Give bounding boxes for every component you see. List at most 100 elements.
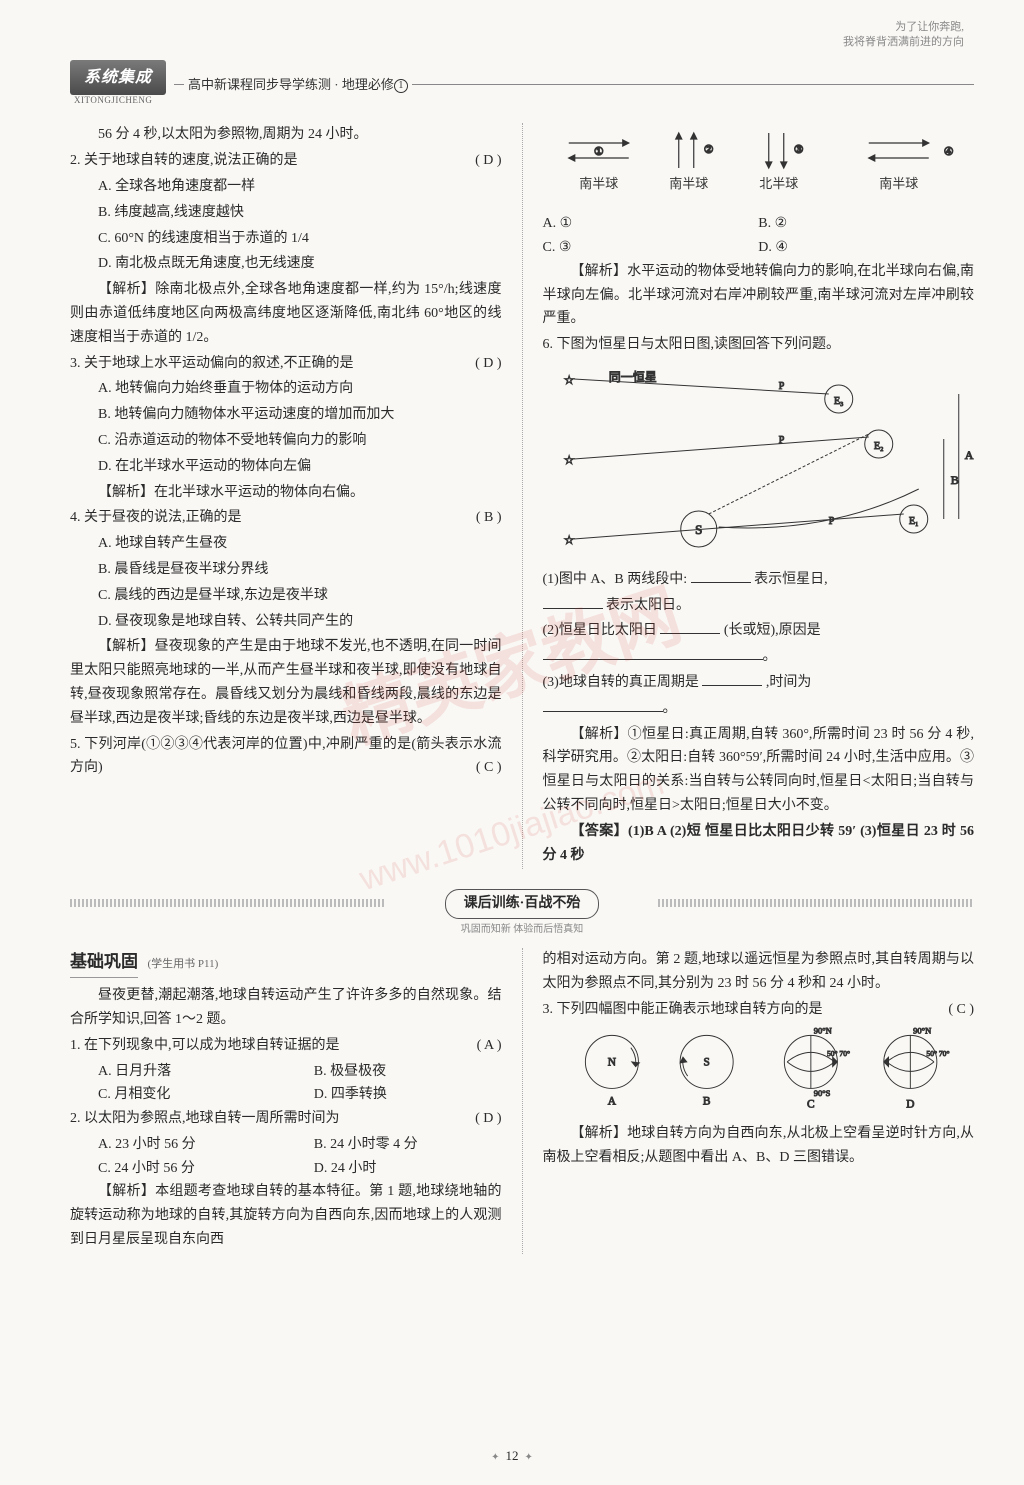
vertical-divider-2	[522, 948, 523, 1254]
q2-a: A. 全球各地角速度都一样	[70, 175, 502, 199]
river-diagram: ① ② ③ ④ 南半球 南半球 北半球 南半球	[543, 123, 975, 203]
svg-text:A: A	[607, 1095, 616, 1107]
q6-3b: 。	[543, 697, 975, 721]
q3-stem: 3. 关于地球上水平运动偏向的叙述,不正确的是( D )	[70, 352, 502, 376]
svg-text:E₂: E₂	[873, 441, 883, 452]
svg-text:②: ②	[703, 144, 713, 156]
svg-text:南半球: 南半球	[579, 176, 618, 191]
jq3-stem: 3. 下列四幅图中能正确表示地球自转方向的是( C )	[543, 998, 975, 1022]
q4-exp: 【解析】昼夜现象的产生是由于地球不发光,也不透明,在同一时间里太阳只能照亮地球的…	[70, 635, 502, 730]
q2-b: B. 纬度越高,线速度越快	[70, 201, 502, 225]
banner-sub: 巩固而知新 体验而后悟真知	[70, 921, 974, 938]
lower-right: 的相对运动方向。第 2 题,地球以遥远恒星为参照点时,其自转周期与以太阳为参照点…	[543, 948, 975, 1254]
svg-text:E₁: E₁	[908, 516, 918, 527]
svg-text:90°N: 90°N	[913, 1025, 931, 1035]
left-column: 56 分 4 秒,以太阳为参照物,周期为 24 小时。 2. 关于地球自转的速度…	[70, 123, 502, 869]
q4-b: B. 晨昏线是昼夜半球分界线	[70, 558, 502, 582]
right-column: ① ② ③ ④ 南半球 南半球 北半球 南半球 A. ① B. ②	[543, 123, 975, 869]
logo-cn: 系统集成	[70, 60, 166, 95]
svg-text:C: C	[807, 1098, 815, 1110]
page-number: 12	[485, 1445, 539, 1467]
q2-c: C. 60°N 的线速度相当于赤道的 1/4	[70, 227, 502, 251]
q6-answer: 【答案】(1)B A (2)短 恒星日比太阳日少转 59′ (3)恒星日 23 …	[543, 820, 975, 868]
lower-left: 基础巩固 (学生用书 P11) 昼夜更替,潮起潮落,地球自转运动产生了许许多多的…	[70, 948, 502, 1254]
svg-text:④: ④	[943, 146, 953, 158]
river-exp: 【解析】水平运动的物体受地转偏向力的影响,在北半球向右偏,南半球向左偏。北半球河…	[543, 260, 975, 331]
svg-text:南半球: 南半球	[669, 176, 708, 191]
svg-text:①: ①	[593, 146, 603, 158]
logo: 系统集成 XITONGJICHENG	[70, 60, 166, 108]
svg-text:P: P	[778, 381, 784, 392]
q4-c: C. 晨线的西边是昼半球,东边是夜半球	[70, 584, 502, 608]
jq3-exp: 【解析】地球自转方向为自西向东,从北极上空看呈逆时针方向,从南极上空看相反;从题…	[543, 1122, 975, 1170]
motto: 为了让你奔跑, 我将脊背洒满前进的方向	[843, 20, 964, 51]
jichu-intro: 昼夜更替,潮起潮落,地球自转运动产生了许许多多的自然现象。结合所学知识,回答 1…	[70, 984, 502, 1032]
blank	[660, 620, 720, 634]
blank	[543, 646, 763, 660]
q6-2: (2)恒星日比太阳日 (长或短),原因是	[543, 619, 975, 643]
blank	[543, 595, 603, 609]
svg-text:50° 70°: 50° 70°	[926, 1049, 949, 1058]
stellar-day-diagram: ☆ ☆ ☆ 同一恒星 S E₃ E₂ E₁ P P P B A	[543, 359, 975, 559]
q6-1b: 表示太阳日。	[543, 594, 975, 618]
q2-stem: 2. 关于地球自转的速度,说法正确的是( D )	[70, 149, 502, 173]
svg-text:☆: ☆	[563, 373, 574, 387]
q3-exp: 【解析】在北半球水平运动的物体向右偏。	[70, 481, 502, 505]
svg-text:北半球: 北半球	[759, 176, 798, 191]
q3-d: D. 在北半球水平运动的物体向左偏	[70, 455, 502, 479]
q6-3: (3)地球自转的真正周期是 ,时间为	[543, 671, 975, 695]
svg-text:南半球: 南半球	[879, 176, 918, 191]
q6-stem: 6. 下图为恒星日与太阳日图,读图回答下列问题。	[543, 333, 975, 357]
svg-text:50° 70°: 50° 70°	[826, 1049, 849, 1058]
q4-a: A. 地球自转产生昼夜	[70, 532, 502, 556]
svg-text:90°N: 90°N	[813, 1025, 831, 1035]
svg-text:S: S	[703, 1056, 709, 1068]
q3-b: B. 地转偏向力随物体水平运动速度的增加而加大	[70, 403, 502, 427]
section-banner: 课后训练·百战不殆 巩固而知新 体验而后悟真知	[70, 889, 974, 938]
jq12-exp: 【解析】本组题考查地球自转的基本特征。第 1 题,地球绕地轴的旋转运动称为地球的…	[70, 1180, 502, 1251]
header: 系统集成 XITONGJICHENG 高中新课程同步导学练测 · 地理必修1	[70, 60, 974, 108]
svg-text:P: P	[778, 435, 784, 446]
q6-1: (1)图中 A、B 两线段中: 表示恒星日,	[543, 568, 975, 592]
blank	[702, 672, 762, 686]
blank	[691, 569, 751, 583]
q3-c: C. 沿赤道运动的物体不受地转偏向力的影响	[70, 429, 502, 453]
blank	[543, 698, 663, 712]
globe-diagram: N A S B 90°N 90°S 50° 70° C	[543, 1024, 975, 1114]
motto-line2: 我将脊背洒满前进的方向	[843, 35, 964, 50]
q3-a: A. 地转偏向力始终垂直于物体的运动方向	[70, 377, 502, 401]
vertical-divider	[522, 123, 523, 869]
jq1-row1: A. 日月升落 B. 极昼极夜	[70, 1060, 502, 1084]
jichu-cont: 的相对运动方向。第 2 题,地球以遥远恒星为参照点时,其自转周期与以太阳为参照点…	[543, 948, 975, 996]
header-line: 高中新课程同步导学练测 · 地理必修1	[174, 84, 974, 85]
river-opts-1: A. ① B. ②	[543, 212, 975, 236]
header-title: 高中新课程同步导学练测 · 地理必修1	[184, 74, 412, 96]
line-prev: 56 分 4 秒,以太阳为参照物,周期为 24 小时。	[70, 123, 502, 147]
logo-py: XITONGJICHENG	[74, 93, 166, 108]
jq2-row2: C. 24 小时 56 分 D. 24 小时	[70, 1157, 502, 1181]
river-opts-2: C. ③ D. ④	[543, 236, 975, 260]
q2-d: D. 南北极点既无角速度,也无线速度	[70, 252, 502, 276]
svg-text:N: N	[607, 1056, 615, 1068]
svg-text:E₃: E₃	[833, 396, 843, 407]
svg-text:B: B	[702, 1095, 710, 1107]
q4-d: D. 昼夜现象是地球自转、公转共同产生的	[70, 610, 502, 634]
svg-text:③: ③	[793, 144, 803, 156]
svg-text:☆: ☆	[563, 533, 574, 547]
q4-stem: 4. 关于昼夜的说法,正确的是( B )	[70, 506, 502, 530]
svg-text:B: B	[950, 473, 958, 487]
jq2-row1: A. 23 小时 56 分 B. 24 小时零 4 分	[70, 1133, 502, 1157]
motto-line1: 为了让你奔跑,	[843, 20, 964, 35]
jichu-heading: 基础巩固 (学生用书 P11)	[70, 948, 502, 984]
svg-text:D: D	[906, 1098, 914, 1110]
jq2-stem: 2. 以太阳为参照点,地球自转一周所需时间为( D )	[70, 1107, 502, 1131]
svg-text:☆: ☆	[563, 453, 574, 467]
q2-exp: 【解析】除南北极点外,全球各地角速度都一样,约为 15°/h;线速度则由赤道低纬…	[70, 278, 502, 349]
jq1-stem: 1. 在下列现象中,可以成为地球自转证据的是( A )	[70, 1034, 502, 1058]
jq1-row2: C. 月相变化 D. 四季转换	[70, 1083, 502, 1107]
upper-columns: 56 分 4 秒,以太阳为参照物,周期为 24 小时。 2. 关于地球自转的速度…	[70, 123, 974, 869]
q6-2b: 。	[543, 645, 975, 669]
q5-stem: 5. 下列河岸(①②③④代表河岸的位置)中,冲刷严重的是(箭头表示水流方向)( …	[70, 733, 502, 781]
q6-exp: 【解析】①恒星日:真正周期,自转 360°,所需时间 23 时 56 分 4 秒…	[543, 723, 975, 818]
lower-columns: 基础巩固 (学生用书 P11) 昼夜更替,潮起潮落,地球自转运动产生了许许多多的…	[70, 948, 974, 1254]
